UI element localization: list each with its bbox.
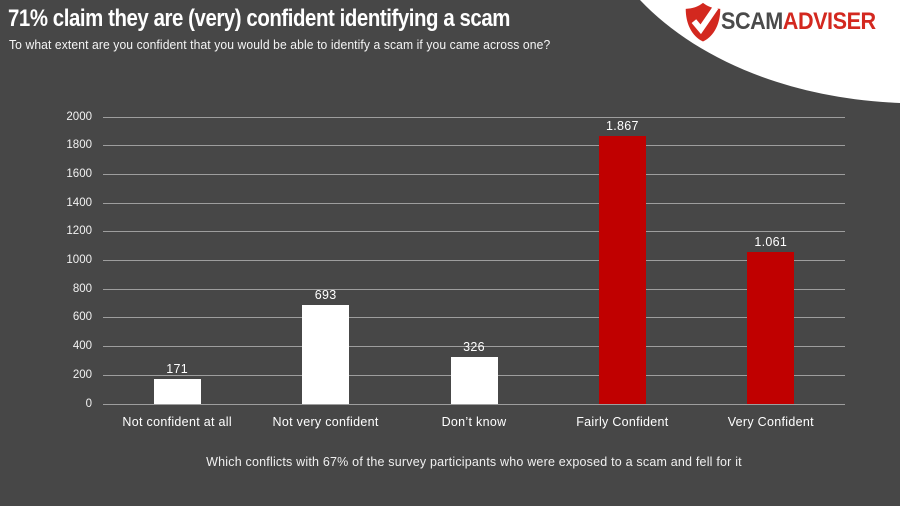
page-subtitle: To what extent are you confident that yo… <box>9 38 551 52</box>
x-axis-category-label: Very Confident <box>727 415 814 429</box>
gridline <box>103 145 845 147</box>
gridline <box>103 346 845 348</box>
gridline <box>103 231 845 233</box>
shield-check-icon <box>685 2 721 42</box>
bar <box>598 136 646 404</box>
gridline <box>103 403 845 405</box>
x-axis-category-label: Not confident at all <box>122 415 232 429</box>
bar-value-label: 171 <box>166 362 189 377</box>
gridline <box>103 260 845 261</box>
y-axis-tick-label: 2000 <box>66 110 92 123</box>
y-axis-tick-label: 1000 <box>66 254 92 266</box>
y-axis-tick-label: 1400 <box>66 196 92 209</box>
logo-text-scam: SCAM <box>721 8 783 35</box>
y-axis-tick-label: 1200 <box>66 225 92 238</box>
gridline <box>103 317 845 319</box>
y-axis-tick-label: 200 <box>72 368 92 381</box>
bar <box>153 379 201 404</box>
y-axis-tick-label: 0 <box>85 397 92 410</box>
logo-wordmark: SCAMADVISER <box>721 8 876 36</box>
y-axis-tick-label: 600 <box>72 311 92 324</box>
x-axis-category-label: Not very confident <box>272 415 379 429</box>
gridline <box>103 116 845 118</box>
bar <box>302 304 350 404</box>
y-axis-tick-label: 1800 <box>66 139 92 152</box>
bar <box>747 251 795 404</box>
gridline <box>103 202 845 204</box>
footnote: Which conflicts with 67% of the survey p… <box>206 455 742 469</box>
x-axis-category-label: Fairly Confident <box>576 415 669 429</box>
scamadviser-logo: SCAMADVISER <box>682 0 897 46</box>
gridline <box>103 288 845 290</box>
bar-value-label: 693 <box>314 287 337 302</box>
bar-value-label: 326 <box>463 340 485 355</box>
x-axis-category-label: Don’t know <box>441 415 507 429</box>
page-title: 71% claim they are (very) confident iden… <box>8 5 510 32</box>
logo-text-adviser: ADVISER <box>782 8 876 35</box>
gridline <box>103 173 845 175</box>
y-axis-tick-label: 800 <box>72 282 92 295</box>
bar <box>450 357 498 404</box>
bar-value-label: 1.061 <box>754 234 788 249</box>
y-axis-tick-label: 1600 <box>66 167 92 180</box>
bar-value-label: 1.867 <box>606 119 639 134</box>
y-axis-tick-label: 400 <box>72 340 92 353</box>
